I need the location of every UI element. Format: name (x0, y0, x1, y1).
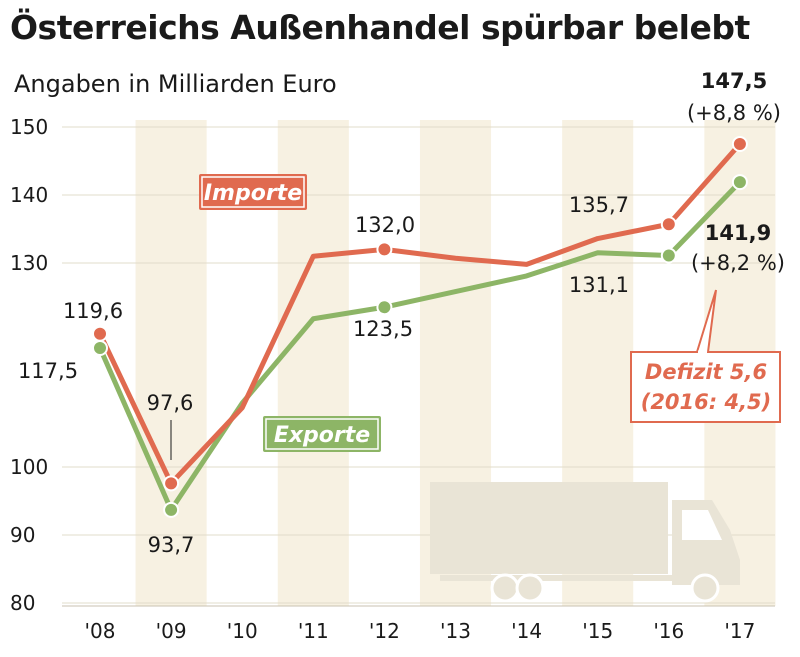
label-importe-2012: 132,0 (355, 213, 415, 237)
label-exporte-2017-change: (+8,2 %) (691, 251, 785, 275)
deficit-previous-text: (2016: 4,5) (641, 390, 772, 414)
truck-wheel (690, 573, 720, 603)
importe-point (163, 475, 180, 492)
y-tick-label: 90 (10, 523, 35, 547)
label-importe-2009: 97,6 (147, 391, 194, 415)
legend-exporte-label: Exporte (274, 423, 370, 448)
label-exporte-2016: 131,1 (569, 273, 629, 297)
x-tick-label: '14 (511, 619, 542, 643)
y-tick-label: 130 (10, 251, 48, 275)
x-tick-label: '16 (653, 619, 684, 643)
y-tick-label: 80 (10, 591, 35, 615)
importe-point (376, 241, 393, 258)
importe-line (97, 142, 742, 486)
truck-wheel (490, 573, 520, 603)
label-exporte-2008: 117,5 (18, 359, 78, 383)
x-tick-label: '09 (156, 619, 187, 643)
exporte-line (97, 180, 742, 513)
label-exporte-2017: 141,9 (705, 221, 771, 245)
x-tick-label: '11 (298, 619, 329, 643)
label-exporte-2012: 123,5 (353, 317, 413, 341)
legend-importe-badge-border (201, 176, 305, 208)
truck-trailer (430, 482, 668, 574)
y-tick-label: 100 (10, 455, 48, 479)
chart-subtitle: Angaben in Milliarden Euro (14, 70, 337, 98)
truck-wheel (515, 573, 545, 603)
column-band (135, 120, 207, 606)
importe-point (92, 325, 108, 342)
x-tick-label: '13 (440, 619, 471, 643)
x-tick-label: '15 (582, 619, 613, 643)
legend-importe-label: Importe (204, 181, 302, 206)
importe-point (731, 136, 748, 152)
legend-exporte-badge (263, 416, 381, 452)
label-importe-2017: 147,5 (701, 69, 767, 93)
exporte-point (731, 174, 748, 191)
truck-window (682, 510, 722, 540)
exporte-point (376, 299, 393, 316)
x-tick-label: '12 (369, 619, 400, 643)
exporte-point (92, 340, 108, 356)
label-importe-2008: 119,6 (63, 299, 123, 323)
label-importe-2016: 135,7 (569, 193, 629, 217)
label-importe-2017-change: (+8,8 %) (687, 101, 781, 125)
importe-point (660, 216, 677, 233)
chart-title: Österreichs Außenhandel spürbar belebt (10, 8, 750, 47)
label-exporte-2009: 93,7 (148, 533, 195, 557)
truck-chassis (440, 575, 740, 581)
y-tick-label: 150 (10, 115, 48, 139)
deficit-pointer (696, 289, 717, 353)
y-tick-label: 140 (10, 183, 48, 207)
legend-importe-badge (199, 174, 307, 210)
truck-illustration (430, 482, 740, 603)
x-tick-label: '08 (85, 619, 116, 643)
x-tick-label: '10 (227, 619, 258, 643)
exporte-point (660, 247, 677, 264)
legend-exporte-badge-border (265, 418, 379, 450)
x-tick-label: '17 (724, 619, 755, 643)
deficit-text: Defizit 5,6 (645, 360, 767, 384)
exporte-point (163, 501, 180, 518)
